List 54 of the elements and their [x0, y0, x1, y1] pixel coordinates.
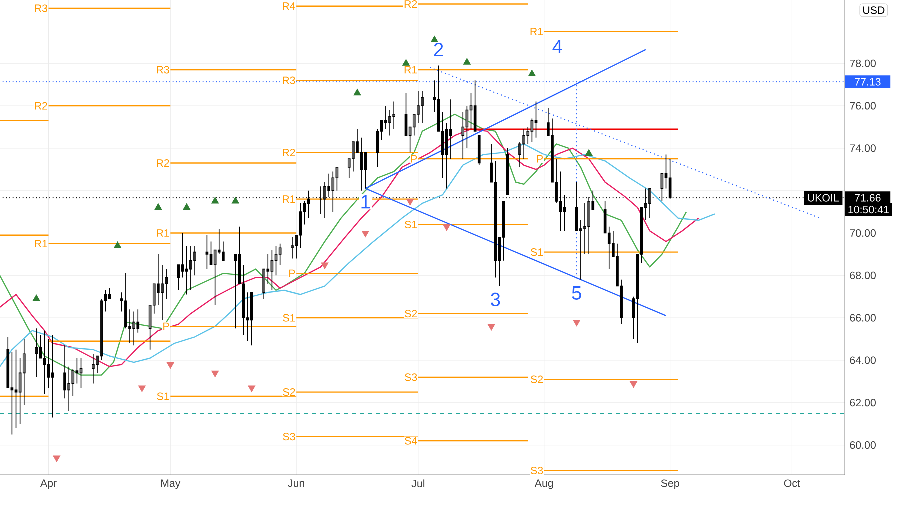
y-tick-label: 76.00: [850, 102, 876, 110]
annotation: UKOIL: [808, 194, 840, 202]
annotation: 3: [491, 292, 500, 307]
x-tick-label: Apr: [40, 480, 57, 490]
y-tick-label: 64.00: [850, 356, 876, 364]
series-label: R3: [283, 76, 296, 84]
text: 10:50:41: [848, 206, 889, 214]
ref-line-label: 71.66: [855, 194, 881, 202]
annotation: 2: [434, 42, 444, 56]
series-label: P: [537, 155, 544, 163]
series-label: R4: [283, 2, 296, 10]
y-tick-label: 60.00: [850, 442, 876, 450]
y-tick-label: 74.00: [850, 144, 876, 152]
x-tick-label: Sep: [661, 480, 680, 490]
annotation: 4: [552, 40, 562, 54]
series-label: P: [411, 155, 418, 163]
series-label: S2: [531, 376, 544, 384]
series-label: R1: [35, 240, 48, 248]
x-tick-label: May: [161, 480, 181, 490]
series-label: S1: [283, 314, 296, 322]
series-label: S3: [405, 374, 418, 382]
series-label: P: [164, 322, 170, 330]
x-tick-label: Jul: [412, 480, 425, 488]
x-tick-label: Aug: [534, 480, 554, 490]
y-tick-label: 62.00: [850, 399, 876, 407]
series-label: P: [290, 270, 296, 278]
series-label: R2: [404, 0, 418, 8]
series-label: R2: [283, 148, 296, 156]
x-tick-label: Jun: [288, 480, 304, 488]
series-label: S1: [405, 220, 418, 229]
annotation: 1: [362, 195, 370, 209]
series-label: S1: [157, 392, 170, 400]
series-label: S1: [531, 248, 544, 256]
y-tick-label: 68.00: [850, 272, 876, 280]
series-label: R1: [157, 230, 170, 237]
series-label: S3: [531, 466, 544, 475]
series-label: R1: [530, 28, 544, 36]
text: USD: [863, 6, 885, 14]
annotation: 5: [572, 286, 582, 300]
series-label: S4: [405, 437, 418, 445]
series-label: S2: [405, 310, 418, 318]
ref-line-label: 77.13: [855, 78, 881, 86]
series-label: R2: [35, 102, 48, 110]
series-label: R3: [35, 4, 48, 12]
series-label: R1: [404, 66, 418, 74]
x-tick-label: Oct: [784, 480, 800, 488]
series-label: R1: [283, 196, 296, 203]
y-tick-label: 78.00: [850, 60, 876, 68]
series-label: R2: [157, 160, 170, 167]
series-label: S3: [283, 433, 296, 441]
series-label: S2: [283, 388, 296, 396]
y-tick-label: 70.00: [850, 229, 876, 238]
y-tick-label: 66.00: [850, 314, 876, 322]
series-label: R3: [157, 66, 170, 74]
